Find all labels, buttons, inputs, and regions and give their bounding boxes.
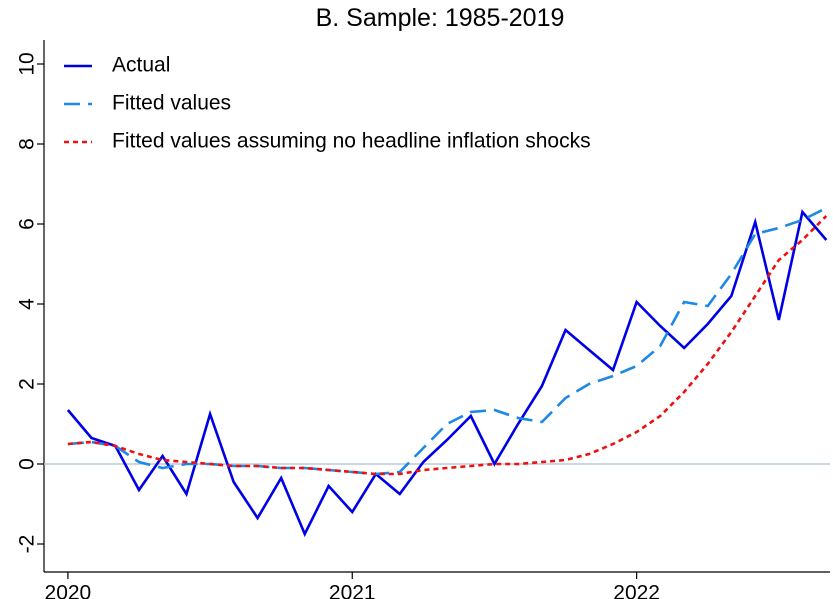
y-tick-label: 4: [16, 298, 39, 310]
y-tick-label: 8: [16, 138, 39, 150]
y-tick-label: 10: [16, 52, 39, 75]
line-series: [66, 209, 828, 538]
x-tick-label: 2021: [329, 582, 376, 599]
legend-label: Fitted values: [112, 92, 231, 115]
chart-title: B. Sample: 1985-2019: [316, 4, 565, 32]
x-tick-label: 2020: [45, 582, 92, 599]
y-tick-label: 0: [16, 458, 39, 470]
line-series: [67, 206, 827, 476]
y-tick-label: -2: [16, 535, 39, 554]
y-tick-label: 6: [16, 218, 39, 230]
legend-label: Fitted values assuming no headline infla…: [112, 130, 591, 153]
line-series: [67, 215, 828, 476]
x-tick-label: 2022: [613, 582, 660, 599]
y-tick-label: 2: [16, 378, 39, 390]
legend-label: Actual: [112, 54, 170, 77]
